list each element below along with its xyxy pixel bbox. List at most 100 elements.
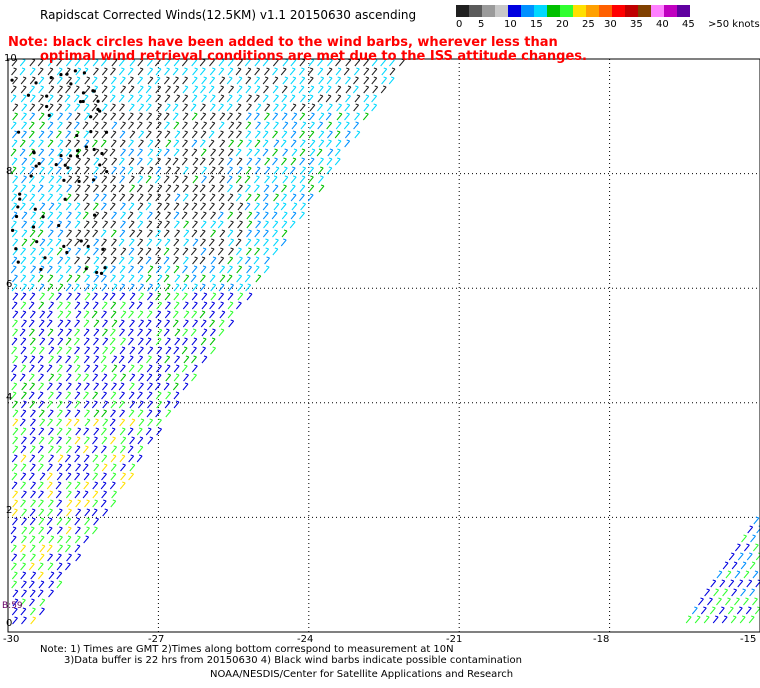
wind-barb [46,382,53,391]
wind-barb [11,607,18,616]
wind-barb [191,373,197,382]
wind-barb [10,535,17,544]
wind-barb [102,292,109,301]
wind-barb [84,256,91,265]
wind-barb [127,328,134,337]
wind-barb [262,193,269,202]
wind-barb [317,67,324,76]
wind-barb [190,328,197,337]
wind-barb [20,265,26,274]
wind-barb [156,364,162,373]
wind-barb [227,166,233,175]
wind-barb [345,85,352,94]
wind-barb [317,166,324,175]
wind-barb [280,103,287,112]
wind-barb [92,229,99,238]
wind-barb [39,544,46,553]
wind-barb [245,247,252,256]
wind-barb [363,67,370,76]
wind-barb [48,292,55,301]
wind-barb [326,67,333,76]
wind-barb [65,337,72,346]
map-frame [7,58,760,633]
wind-barb [37,589,44,598]
wind-barb [128,220,135,229]
wind-barb [111,364,118,373]
wind-barb [264,103,271,112]
wind-barb [155,310,162,319]
wind-barb [57,535,63,544]
wind-barb [200,247,207,256]
wind-barb [245,76,252,85]
wind-barb [254,67,261,76]
wind-barb [28,526,35,535]
wind-barb [246,157,253,166]
wind-barb [201,301,208,310]
wind-barb [118,157,125,166]
wind-barb [299,103,306,112]
wind-barb [11,301,18,310]
wind-barb [200,202,207,211]
wind-barb [281,229,288,238]
wind-barb [73,337,80,346]
wind-barb [128,121,134,130]
wind-barb [102,220,109,229]
wind-barb [192,175,199,184]
wind-barb [218,301,224,310]
wind-barb [127,211,134,220]
wind-barb [254,130,261,139]
wind-barb [272,247,279,256]
wind-barb [147,382,153,391]
wind-barb [128,301,135,310]
wind-barb [254,211,260,220]
wind-barb [145,274,152,283]
wind-barb [173,391,180,400]
wind-barb [57,139,64,148]
wind-barb [200,265,207,274]
wind-barb [345,94,351,103]
wind-barb [163,148,170,157]
wind-barb [182,166,189,175]
wind-barb [173,283,180,292]
wind-barb [165,391,172,400]
wind-barb [47,67,54,76]
wind-barb [92,292,98,301]
wind-barb [246,211,253,220]
wind-barb [56,103,63,112]
wind-barb [280,139,287,148]
wind-barb [246,103,252,112]
wind-barb [102,346,109,355]
wind-barb [84,526,90,535]
wind-barb [156,130,162,139]
wind-barb [136,121,143,130]
wind-barb [83,472,90,481]
wind-barb [181,364,188,373]
wind-barb [282,121,289,130]
wind-barb [120,436,127,445]
wind-barb [163,175,170,184]
wind-barb [155,193,162,202]
wind-barb [47,211,54,220]
y-tick-label: 4 [6,392,13,403]
wind-barb [163,112,170,121]
wind-barb [11,580,18,589]
wind-barb [353,76,359,85]
wind-barb [182,184,189,193]
wind-barb [290,139,297,148]
wind-barb [201,292,208,301]
wind-barb [218,283,225,292]
wind-barb [12,310,19,319]
wind-barb [21,103,28,112]
wind-barb [201,76,208,85]
wind-barb [101,391,107,400]
wind-barb [253,175,260,184]
wind-barb [74,139,80,148]
wind-barb [264,175,270,184]
wind-barb [84,508,91,517]
wind-barb [39,202,46,211]
wind-barb [74,220,81,229]
wind-barb [93,166,99,175]
wind-barb [38,301,45,310]
wind-barb [92,94,99,103]
wind-barb [199,229,206,238]
